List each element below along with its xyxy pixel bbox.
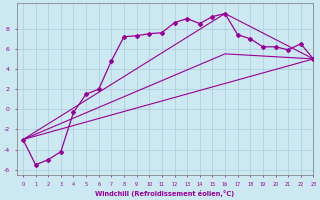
X-axis label: Windchill (Refroidissement éolien,°C): Windchill (Refroidissement éolien,°C) [95, 190, 235, 197]
